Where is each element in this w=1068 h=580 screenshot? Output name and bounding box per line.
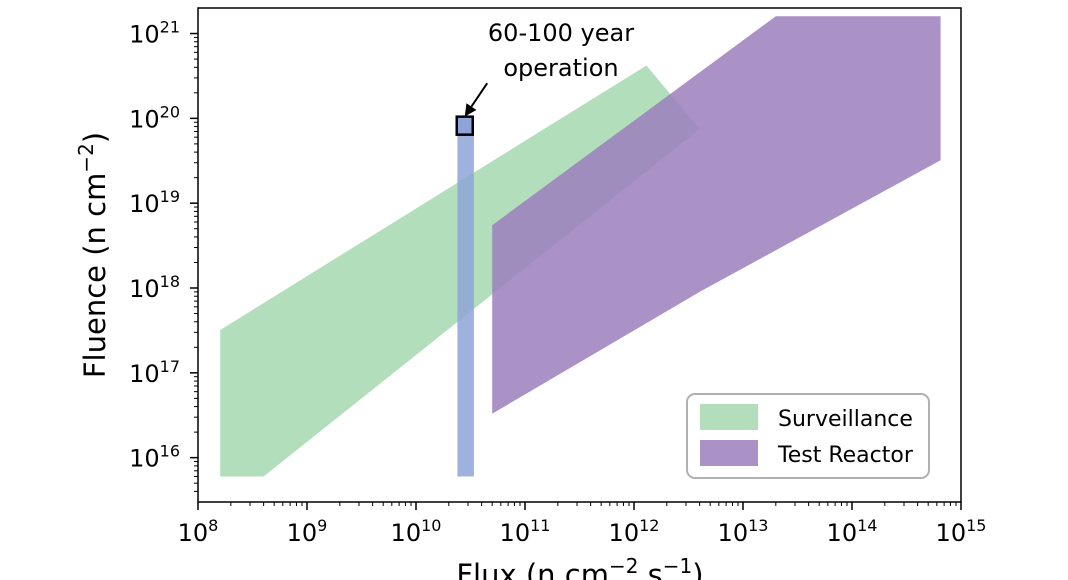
y-tick-label: 1019: [129, 187, 180, 218]
annotation-line-2: operation: [503, 54, 618, 82]
y-axis-ticks: 1016 1017 1018 1019 1020 1021: [129, 18, 198, 492]
legend-label-test-reactor: Test Reactor: [777, 443, 914, 468]
x-tick-label: 1010: [391, 516, 442, 547]
y-axis-label: Fluence (n cm−2): [74, 132, 112, 378]
legend: Surveillance Test Reactor: [686, 393, 930, 479]
chart-regions: [220, 16, 941, 477]
annotation-line-1: 60-100 year: [488, 19, 634, 47]
annotation-arrow: [470, 82, 489, 108]
x-tick-label: 109: [287, 516, 328, 547]
x-tick-label: 108: [178, 516, 219, 547]
region-60-100-year-operation: [457, 125, 474, 477]
y-tick-label: 1020: [129, 102, 180, 133]
x-axis-label: Flux (n cm−2 s−1): [456, 554, 703, 580]
x-tick-label: 1014: [827, 516, 878, 547]
plot-frame: [197, 7, 962, 503]
annotation-arrow-head: [464, 103, 477, 117]
y-tick-label: 1021: [129, 18, 180, 49]
annotation: 60-100 year operation: [464, 19, 634, 117]
x-tick-label: 1011: [500, 516, 551, 547]
x-tick-label: 1013: [718, 516, 769, 547]
y-tick-label: 1017: [129, 357, 180, 388]
x-tick-label: 1012: [609, 516, 660, 547]
y-tick-label: 1018: [129, 272, 180, 303]
x-axis-ticks: 108 109 1010 1011 1012 1013 1014 1015: [178, 502, 987, 547]
operation-marker: [455, 115, 474, 136]
x-tick-label: 1015: [936, 516, 987, 547]
legend-swatch-test-reactor: [700, 440, 758, 466]
operation-marker-layer: [455, 115, 474, 136]
legend-swatch-surveillance: [700, 404, 758, 430]
legend-label-surveillance: Surveillance: [778, 407, 913, 432]
region-test-reactor: [492, 16, 941, 414]
y-tick-label: 1016: [129, 442, 180, 473]
